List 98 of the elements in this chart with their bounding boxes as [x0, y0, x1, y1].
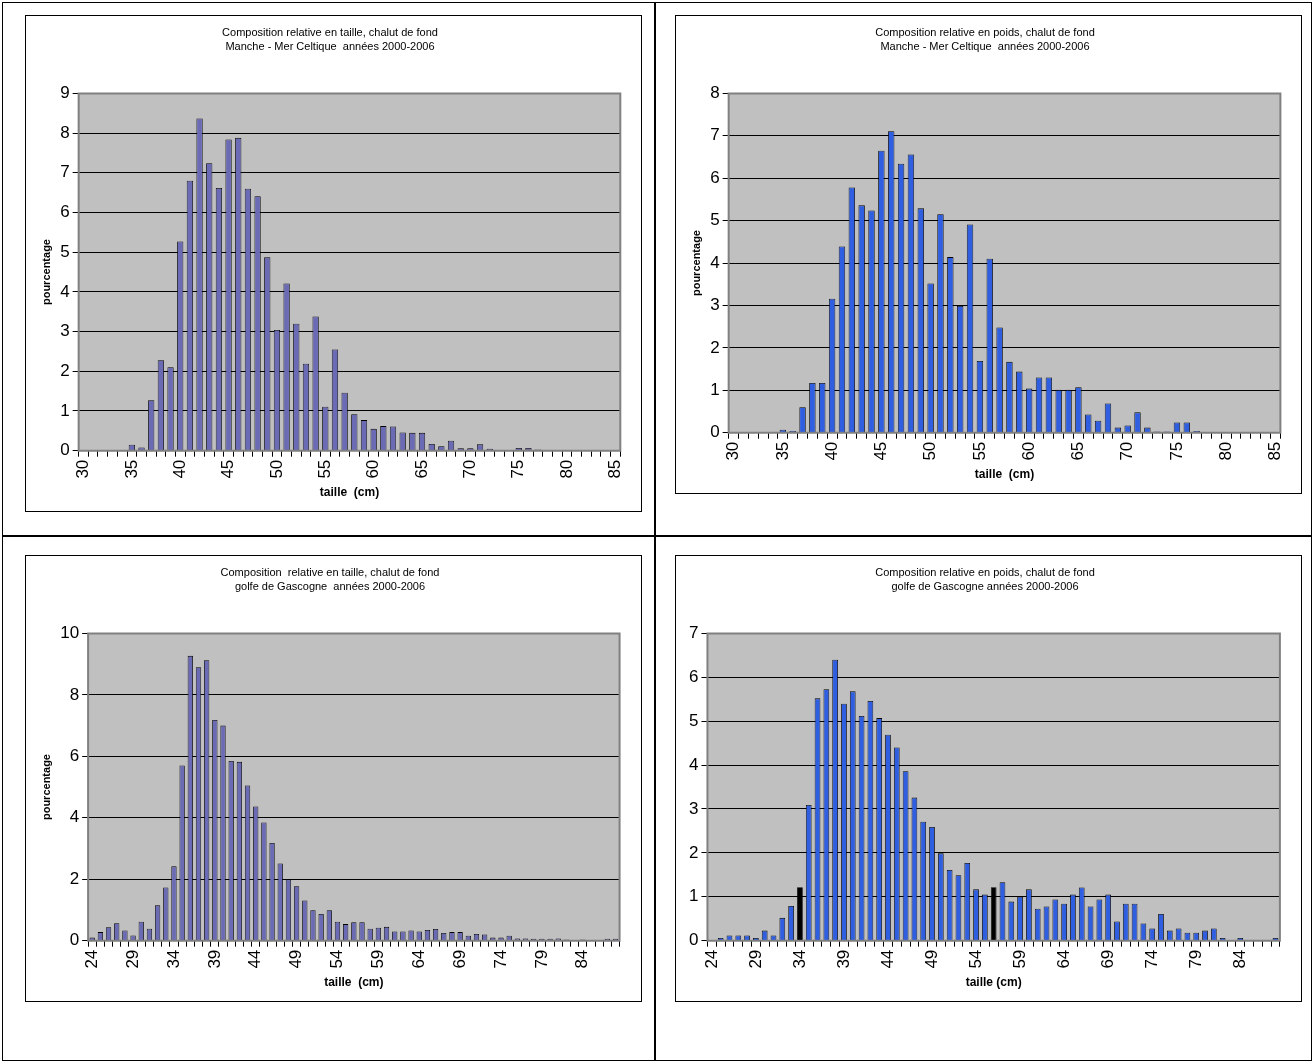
x-tick-label: 75: [1166, 441, 1186, 461]
y-tick-label: 0: [69, 930, 80, 950]
y-tick-label: 2: [710, 337, 720, 357]
chart-subtitle: Manche - Mer Celtique années 2000-2006: [225, 39, 435, 52]
chart-title: Composition relative en poids, chalut de fond: [875, 25, 1095, 38]
y-tick-label: 4: [688, 754, 699, 774]
x-tick-label: 84: [1229, 949, 1249, 969]
y-tick-label: 8: [710, 83, 720, 103]
x-tick-label: 79: [1185, 949, 1205, 969]
y-tick-label: 5: [710, 210, 720, 230]
x-tick-label: 30: [73, 459, 93, 479]
x-tick-label: 30: [723, 441, 743, 461]
x-tick-label: 39: [204, 949, 224, 969]
y-tick-label: 9: [60, 83, 70, 103]
chart-subtitle: Manche - Mer Celtique années 2000-2006: [880, 39, 1090, 52]
x-tick-label: 59: [368, 949, 388, 969]
y-tick-label: 1: [710, 379, 720, 399]
x-tick-label: 45: [218, 459, 238, 479]
y-tick-label: 3: [710, 295, 720, 315]
x-tick-label: 44: [877, 949, 897, 969]
x-tick-label: 59: [1009, 949, 1029, 969]
y-tick-label: 7: [688, 623, 699, 643]
x-tick-label: 70: [1117, 441, 1137, 461]
y-axis-title: pourcentage: [689, 230, 702, 297]
y-tick-label: 4: [710, 252, 720, 272]
x-tick-label: 85: [1265, 441, 1285, 461]
y-tick-label: 8: [69, 684, 80, 704]
y-tick-label: 6: [688, 666, 699, 686]
x-tick-label: 54: [965, 949, 985, 969]
x-tick-label: 60: [1018, 441, 1038, 461]
x-tick-label: 24: [701, 949, 721, 969]
chart-title: Composition relative en poids, chalut de fond: [875, 565, 1095, 578]
y-tick-label: 7: [710, 125, 720, 145]
x-tick-label: 75: [508, 459, 528, 479]
y-tick-label: 0: [60, 440, 70, 460]
chart-subtitle: golfe de Gascogne années 2000-2006: [234, 579, 426, 592]
x-axis-title: taille (cm): [324, 975, 384, 990]
y-tick-label: 4: [60, 281, 70, 301]
x-tick-label: 39: [833, 949, 853, 969]
x-tick-label: 55: [314, 459, 334, 479]
y-tick-label: 5: [688, 710, 699, 730]
x-tick-label: 79: [531, 949, 551, 969]
x-tick-label: 40: [821, 441, 841, 461]
x-axis-title: taille (cm): [965, 975, 1022, 990]
y-tick-label: 3: [60, 321, 70, 341]
x-tick-label: 69: [1097, 949, 1117, 969]
x-tick-label: 69: [449, 949, 469, 969]
x-tick-label: 65: [411, 459, 431, 479]
y-tick-label: 8: [60, 122, 70, 142]
y-tick-label: 2: [688, 842, 699, 862]
x-tick-label: 55: [969, 441, 989, 461]
x-tick-label: 44: [245, 949, 265, 969]
y-tick-label: 6: [710, 167, 720, 187]
chart-subtitle: golfe de Gascogne années 2000-2006: [891, 579, 1079, 592]
x-tick-label: 34: [789, 949, 809, 969]
x-tick-label: 49: [921, 949, 941, 969]
x-tick-label: 65: [1068, 441, 1088, 461]
x-axis-title: taille (cm): [974, 467, 1035, 482]
x-tick-label: 74: [490, 949, 510, 969]
x-tick-label: 60: [363, 459, 383, 479]
x-tick-label: 34: [163, 949, 183, 969]
x-tick-label: 64: [408, 949, 428, 969]
x-tick-label: 54: [327, 949, 347, 969]
x-tick-label: 50: [266, 459, 286, 479]
x-tick-label: 29: [122, 949, 142, 969]
x-tick-label: 24: [81, 949, 101, 969]
y-tick-label: 0: [710, 422, 720, 442]
x-tick-label: 85: [605, 459, 625, 479]
chart-title: Composition relative en taille, chalut de fond: [222, 25, 438, 38]
y-tick-label: 1: [60, 400, 70, 420]
y-tick-label: 6: [60, 202, 70, 222]
x-tick-label: 35: [121, 459, 141, 479]
y-tick-label: 10: [60, 623, 80, 643]
x-tick-label: 40: [169, 459, 189, 479]
x-tick-label: 49: [286, 949, 306, 969]
x-tick-label: 35: [772, 441, 792, 461]
x-axis-title: taille (cm): [319, 485, 380, 500]
x-tick-label: 64: [1053, 949, 1073, 969]
y-tick-label: 2: [69, 868, 80, 888]
y-axis-title: pourcentage: [39, 239, 52, 306]
y-tick-label: 7: [60, 162, 70, 182]
y-tick-label: 4: [69, 807, 80, 827]
x-tick-label: 50: [920, 441, 940, 461]
x-tick-label: 84: [572, 949, 592, 969]
x-tick-label: 80: [1215, 441, 1235, 461]
y-tick-label: 5: [60, 241, 70, 261]
x-tick-label: 70: [460, 459, 480, 479]
x-tick-label: 80: [556, 459, 576, 479]
x-tick-label: 74: [1141, 949, 1161, 969]
y-tick-label: 0: [688, 930, 699, 950]
y-tick-label: 3: [688, 798, 699, 818]
y-tick-label: 1: [688, 886, 699, 906]
y-tick-label: 6: [69, 746, 80, 765]
y-axis-title: pourcentage: [39, 754, 52, 821]
y-tick-label: 2: [60, 360, 70, 380]
x-tick-label: 45: [871, 441, 891, 461]
x-tick-label: 29: [745, 949, 765, 969]
chart-title: Composition relative en taille, chalut de fond: [220, 565, 440, 578]
